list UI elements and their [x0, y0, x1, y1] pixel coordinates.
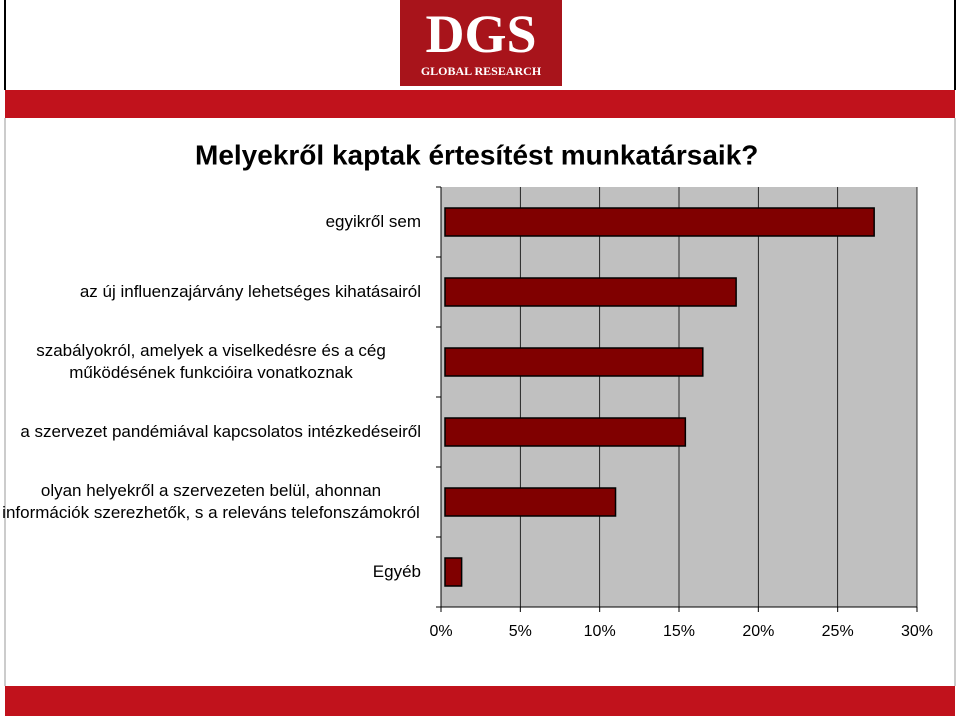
x-tick-label: 15%	[663, 623, 695, 640]
category-label-box: az új influenzajárvány lehetséges kihatá…	[1, 281, 421, 303]
y-tick-label: a szervezet pandémiával kapcsolatos inté…	[20, 422, 421, 441]
x-tick-label: 20%	[742, 623, 774, 640]
bar	[444, 557, 463, 587]
logo	[400, 0, 562, 86]
bar	[444, 207, 875, 237]
bar	[444, 487, 617, 517]
y-tick-label: szabályokról, amelyek a viselkedésre és …	[36, 341, 386, 382]
category-label-box: olyan helyekről a szervezeten belül, aho…	[1, 480, 421, 524]
x-tick-label: 0%	[429, 623, 452, 640]
x-tick-label: 10%	[584, 623, 616, 640]
x-tick-label: 5%	[509, 623, 532, 640]
category-label-box: egyikről sem	[1, 211, 421, 233]
logo-title: DGS	[425, 4, 536, 64]
category-label-box: Egyéb	[1, 561, 421, 583]
chart-title: Melyekről kaptak értesítést munkatársaik…	[195, 139, 758, 170]
x-tick-label: 30%	[901, 623, 933, 640]
header-bar	[5, 90, 955, 118]
category-label-box: szabályokról, amelyek a viselkedésre és …	[1, 340, 421, 384]
bar	[444, 347, 704, 377]
bar	[444, 277, 737, 307]
x-tick-label: 25%	[822, 623, 854, 640]
y-tick-label: Egyéb	[372, 562, 421, 581]
category-label-box: a szervezet pandémiával kapcsolatos inté…	[1, 421, 421, 443]
y-tick-label: az új influenzajárvány lehetséges kihatá…	[79, 282, 421, 301]
footer-bar	[5, 686, 955, 716]
bar	[444, 417, 687, 447]
logo-subtitle: GLOBAL RESEARCH	[421, 64, 542, 78]
y-tick-label: egyikről sem	[325, 212, 421, 231]
y-tick-label: olyan helyekről a szervezeten belül, aho…	[2, 481, 420, 522]
